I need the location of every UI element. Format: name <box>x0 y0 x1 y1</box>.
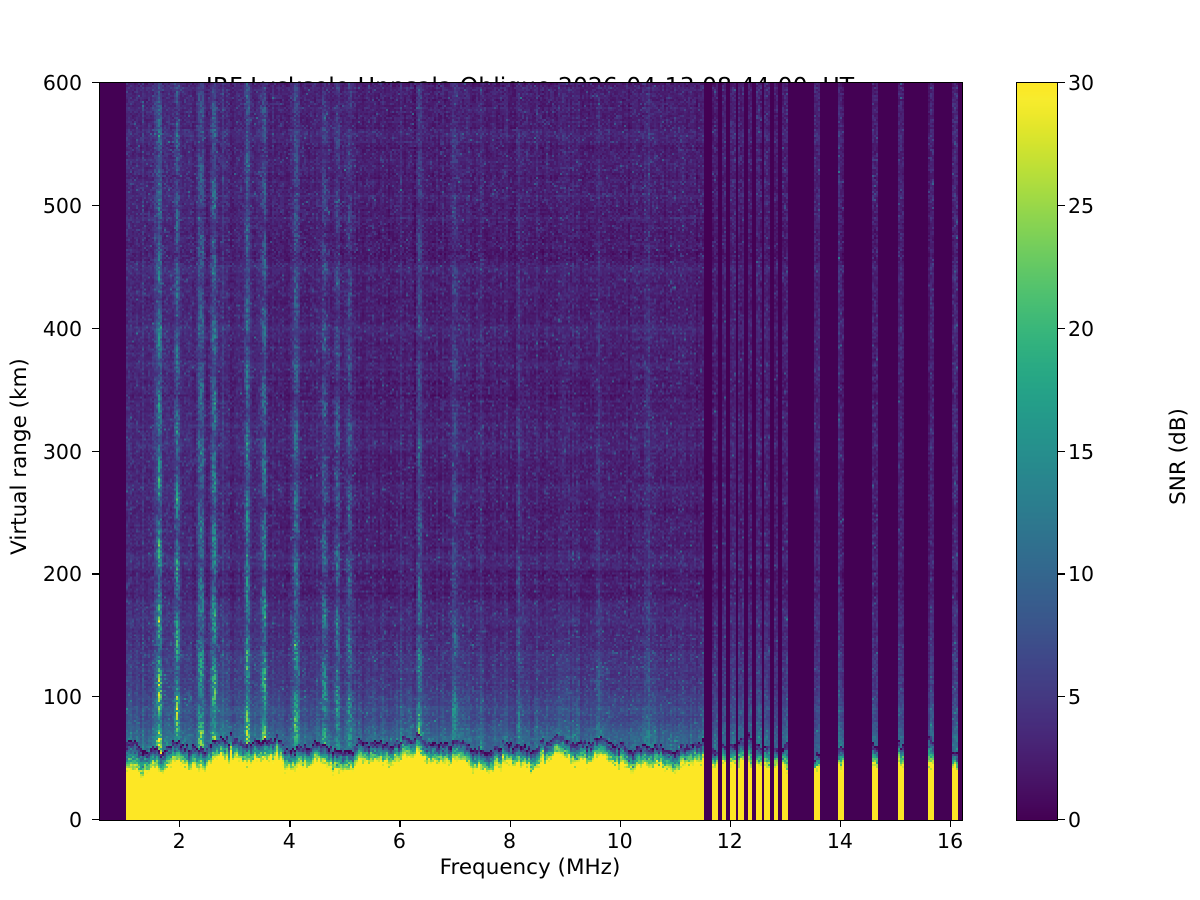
cbtick-label-20: 20 <box>1068 317 1095 341</box>
cbtick-mark-10 <box>1058 573 1065 575</box>
xtick-mark-6 <box>399 820 401 827</box>
ionogram-heatmap-canvas[interactable] <box>100 83 962 820</box>
xtick-label-14: 14 <box>826 829 853 853</box>
ytick-mark-0 <box>92 819 99 821</box>
xtick-mark-10 <box>619 820 621 827</box>
ytick-label-500: 500 <box>42 194 82 218</box>
xtick-mark-16 <box>950 820 952 827</box>
xtick-mark-4 <box>289 820 291 827</box>
ytick-mark-600 <box>92 82 99 84</box>
ytick-label-200: 200 <box>42 562 82 586</box>
cbtick-label-5: 5 <box>1068 685 1082 709</box>
ytick-mark-100 <box>92 696 99 698</box>
xtick-label-16: 16 <box>937 829 964 853</box>
ytick-label-300: 300 <box>42 440 82 464</box>
ytick-mark-500 <box>92 204 99 207</box>
xtick-mark-14 <box>839 820 842 827</box>
x-axis-label: Frequency (MHz) <box>439 855 621 880</box>
xtick-label-10: 10 <box>606 829 633 853</box>
y-axis-label: Virtual range (km) <box>7 358 32 555</box>
cbtick-mark-0 <box>1058 819 1065 821</box>
ytick-label-400: 400 <box>42 317 82 341</box>
ytick-label-600: 600 <box>42 71 82 95</box>
xtick-mark-12 <box>729 820 732 827</box>
xtick-mark-2 <box>179 820 181 827</box>
xtick-mark-8 <box>509 820 511 827</box>
cbtick-label-10: 10 <box>1068 562 1095 586</box>
colorbar-label: SNR (dB) <box>1166 408 1191 505</box>
cbtick-mark-15 <box>1058 450 1065 452</box>
ytick-mark-200 <box>92 573 99 575</box>
xtick-label-8: 8 <box>502 829 517 853</box>
cbtick-mark-25 <box>1058 204 1065 207</box>
colorbar-gradient-canvas <box>1017 83 1057 820</box>
ytick-label-100: 100 <box>42 685 82 709</box>
ytick-label-0: 0 <box>68 808 82 832</box>
cbtick-label-15: 15 <box>1068 440 1095 464</box>
cbtick-mark-5 <box>1058 696 1065 698</box>
xtick-label-4: 4 <box>282 829 296 853</box>
ytick-mark-300 <box>92 450 99 452</box>
cbtick-label-30: 30 <box>1068 71 1095 95</box>
snr-colorbar[interactable] <box>1016 82 1058 821</box>
cbtick-mark-20 <box>1058 327 1065 329</box>
cbtick-mark-30 <box>1058 82 1065 84</box>
xtick-label-12: 12 <box>716 829 743 853</box>
xtick-label-6: 6 <box>392 829 406 853</box>
cbtick-label-0: 0 <box>1068 808 1082 832</box>
ytick-mark-400 <box>92 327 99 329</box>
cbtick-label-25: 25 <box>1068 194 1095 218</box>
ionogram-plot-area[interactable] <box>99 82 963 821</box>
xtick-label-2: 2 <box>172 829 186 853</box>
